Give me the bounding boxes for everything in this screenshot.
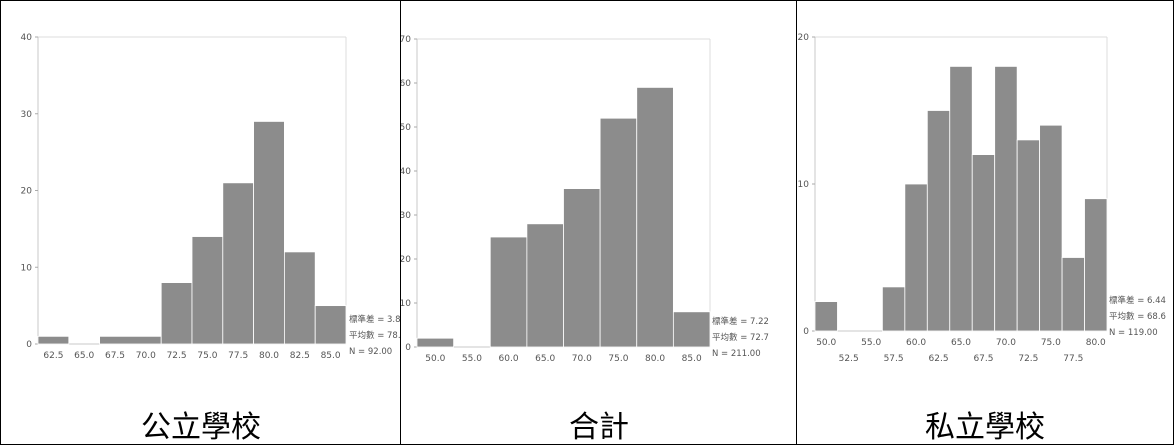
stat-label: N = 211.00: [712, 349, 761, 359]
histogram-bar: [994, 66, 1018, 332]
histogram-bar: [416, 337, 455, 348]
histogram-bar: [926, 110, 951, 332]
stat-label: 平均數 = 68.6: [1109, 311, 1166, 322]
x-tick-label: 85.0: [321, 351, 341, 361]
y-tick-label: 20: [401, 255, 411, 265]
histogram-bar: [1016, 139, 1041, 332]
histogram-bar: [563, 188, 601, 348]
caption-public-school: 公立學校: [141, 410, 261, 445]
y-tick-label: 0: [405, 343, 411, 353]
x-tick-label-top: 50.0: [816, 338, 836, 348]
x-tick-label-bottom: 57.5: [884, 354, 904, 364]
histogram-bar: [949, 66, 973, 332]
y-tick-label: 10: [798, 180, 810, 190]
caption-private-school: 私立學校: [925, 410, 1045, 445]
histogram-bar: [904, 183, 928, 332]
x-tick-label: 72.5: [167, 351, 187, 361]
histogram-bar: [489, 236, 528, 348]
histogram-private-school: 0 10 20 50.0 55.0 60.0 65.0 70.0 75.0 80.0 52.5 57.…: [798, 33, 1166, 364]
x-tick-label: 62.5: [43, 351, 63, 361]
stat-label: 平均數 = 72.7: [712, 332, 769, 343]
x-tick-label-bottom: 72.5: [1018, 354, 1038, 364]
histogram-bar: [1061, 257, 1085, 332]
stat-label: 標準差 = 6.44: [1109, 295, 1166, 306]
histogram-bar: [253, 121, 285, 345]
histogram-bar: [314, 305, 347, 345]
x-tick-label-bottom: 62.5: [929, 354, 949, 364]
histogram-bar: [99, 335, 162, 345]
panel-public-school: 0 10 20 30 40 62.5 65.0 67.5 70.0 72.5 75.0 77.5 80.…: [0, 0, 401, 445]
x-tick-label-top: 75.0: [1041, 338, 1061, 348]
x-tick-label: 82.5: [290, 351, 310, 361]
y-tick-label: 0: [803, 327, 809, 337]
x-tick-label-top: 80.0: [1086, 338, 1106, 348]
histogram-total: 0 10 20 30 40 50 60 70 50.0 55.0 60.0 65.0 70.0 75.0 8…: [401, 35, 769, 364]
x-tick-label: 50.0: [425, 354, 445, 364]
histogram-bar: [636, 87, 674, 348]
x-tick-label: 75.0: [197, 351, 217, 361]
histogram-bar: [283, 251, 316, 345]
x-tick-label: 80.0: [645, 354, 665, 364]
stat-label: 平均數 = 78.1: [349, 330, 401, 341]
x-tick-label: 85.0: [682, 354, 702, 364]
y-tick-label: 0: [26, 340, 32, 350]
stat-label: 標準差 = 3.89: [349, 314, 401, 325]
y-tick-label: 20: [21, 187, 33, 197]
histogram-bar: [599, 117, 638, 348]
histogram-bar: [672, 311, 711, 348]
y-tick-label: 50: [401, 123, 411, 133]
x-tick-label: 67.5: [105, 351, 125, 361]
y-tick-label: 30: [401, 211, 411, 221]
x-tick-label-top: 55.0: [861, 338, 881, 348]
x-tick-label: 80.0: [259, 351, 279, 361]
x-tick-label: 77.5: [228, 351, 248, 361]
x-tick-label-bottom: 52.5: [839, 354, 859, 364]
histogram-bar: [160, 282, 193, 345]
stat-label: N = 92.00: [349, 347, 392, 357]
y-tick-label: 20: [798, 33, 810, 43]
y-tick-label: 10: [21, 263, 33, 273]
histogram-bar: [191, 236, 224, 345]
x-tick-label: 70.0: [572, 354, 592, 364]
histogram-bar: [526, 223, 564, 348]
x-tick-label-bottom: 77.5: [1063, 354, 1083, 364]
caption-total: 合計: [569, 410, 629, 445]
histogram-bar: [222, 182, 255, 345]
x-tick-label: 75.0: [608, 354, 628, 364]
histogram-bar: [1039, 124, 1063, 332]
x-tick-label-top: 65.0: [951, 338, 971, 348]
panel-total: 0 10 20 30 40 50 60 70 50.0 55.0 60.0 65.0 70.0 75.0 8…: [400, 0, 797, 445]
stat-label: N = 119.00: [1109, 328, 1158, 338]
histogram-bar: [1084, 198, 1108, 332]
y-tick-label: 30: [21, 110, 33, 120]
y-tick-label: 40: [21, 33, 33, 43]
histogram-public-school: 0 10 20 30 40 62.5 65.0 67.5 70.0 72.5 75.0 77.5 80.…: [21, 33, 401, 361]
histogram-bar: [971, 154, 996, 332]
x-tick-label-top: 70.0: [996, 338, 1016, 348]
stat-label: 標準差 = 7.22: [712, 316, 769, 327]
x-tick-label-top: 60.0: [906, 338, 926, 348]
histogram-bar: [37, 335, 70, 345]
x-tick-label: 60.0: [499, 354, 519, 364]
y-tick-label: 10: [401, 299, 411, 309]
y-tick-label: 70: [401, 35, 411, 45]
x-tick-label: 65.0: [535, 354, 555, 364]
x-tick-label-bottom: 67.5: [973, 354, 993, 364]
x-tick-label: 70.0: [136, 351, 156, 361]
histogram-bar: [814, 301, 838, 332]
y-tick-label: 40: [401, 167, 411, 177]
x-tick-label: 65.0: [74, 351, 94, 361]
panel-private-school: 0 10 20 50.0 55.0 60.0 65.0 70.0 75.0 80.0 52.5 57.…: [796, 0, 1174, 445]
y-tick-label: 60: [401, 79, 411, 89]
histogram-bar: [881, 286, 906, 332]
x-tick-label: 55.0: [462, 354, 482, 364]
